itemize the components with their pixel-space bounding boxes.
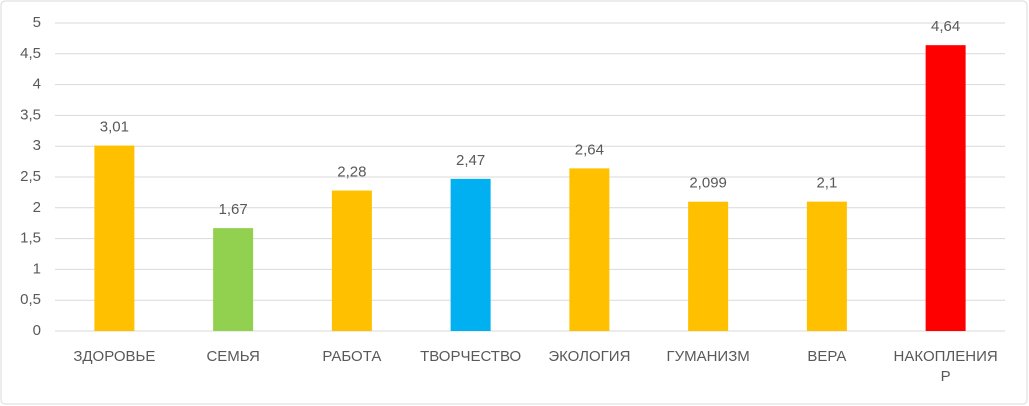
bar [331,190,372,331]
x-tick-label: НАКОПЛЕНИЯ Р [893,348,998,385]
y-tick-label: 3,5 [20,106,41,123]
y-tick-label: 1 [33,260,41,277]
y-tick-label: 5 [33,14,41,31]
data-label: 1,67 [219,201,248,218]
bar [213,228,254,331]
x-tick-label: ВЕРА [807,348,847,365]
y-tick-label: 4 [33,76,41,93]
data-label: 2,28 [337,164,366,181]
x-tick-label: РАБОТА [322,348,382,365]
data-label: 2,64 [575,141,604,158]
y-tick-label: 0,5 [20,291,41,308]
data-label: 3,01 [100,119,129,136]
y-tick-label: 1,5 [20,230,41,247]
data-label: 4,64 [931,18,960,35]
bar [688,201,729,331]
y-tick-label: 4,5 [20,45,41,62]
data-label: 2,1 [816,175,837,192]
bar [94,145,135,331]
y-tick-label: 2,5 [20,168,41,185]
y-tick-label: 3 [33,137,41,154]
data-label: 2,47 [456,152,485,169]
y-tick-label: 0 [33,322,41,339]
bar [806,201,847,331]
bar [450,178,491,331]
x-tick-label: СЕМЬЯ [206,348,260,365]
x-tick-label: ТВОРЧЕСТВО [420,348,522,365]
x-tick-label: ЗДОРОВЬЕ [73,348,156,365]
x-tick-label: ЭКОЛОГИЯ [548,348,631,365]
data-label: 2,099 [689,175,727,192]
bar [569,168,610,331]
bar [925,45,966,332]
y-tick-label: 2 [33,199,41,216]
x-tick-label: ГУМАНИЗМ [666,348,750,365]
